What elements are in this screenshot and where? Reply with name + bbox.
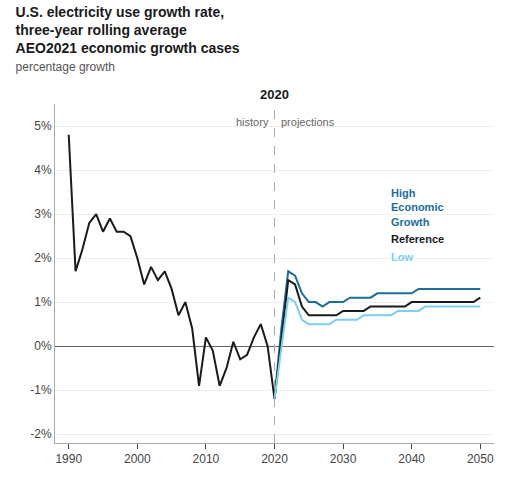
- svg-text:projections: projections: [281, 116, 335, 128]
- svg-text:Low: Low: [391, 251, 413, 263]
- svg-text:3%: 3%: [34, 207, 52, 221]
- svg-text:1990: 1990: [55, 452, 82, 466]
- svg-text:1%: 1%: [34, 295, 52, 309]
- svg-text:2010: 2010: [193, 452, 220, 466]
- svg-text:2%: 2%: [34, 251, 52, 265]
- svg-text:history: history: [236, 116, 269, 128]
- svg-text:2020: 2020: [260, 87, 289, 102]
- svg-text:-1%: -1%: [30, 383, 52, 397]
- svg-text:2040: 2040: [398, 452, 425, 466]
- svg-text:2000: 2000: [124, 452, 151, 466]
- svg-text:5%: 5%: [34, 119, 52, 133]
- svg-text:U.S. electricity use growth ra: U.S. electricity use growth rate,three-y…: [16, 4, 240, 75]
- svg-text:-2%: -2%: [30, 427, 52, 441]
- svg-text:2020: 2020: [261, 452, 288, 466]
- svg-text:Reference: Reference: [391, 233, 444, 245]
- svg-text:2050: 2050: [467, 452, 494, 466]
- svg-text:0%: 0%: [34, 339, 52, 353]
- svg-text:4%: 4%: [34, 163, 52, 177]
- svg-text:2030: 2030: [330, 452, 357, 466]
- svg-text:HighEconomicGrowth: HighEconomicGrowth: [391, 187, 444, 228]
